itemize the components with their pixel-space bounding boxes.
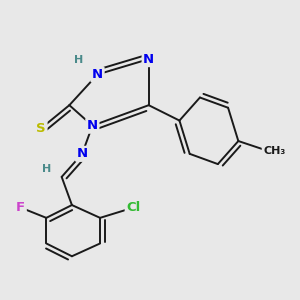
Text: H: H: [74, 56, 83, 65]
Text: CH₃: CH₃: [263, 146, 285, 156]
Text: H: H: [42, 164, 51, 174]
Text: N: N: [143, 52, 154, 66]
Text: S: S: [36, 122, 46, 135]
Text: N: N: [87, 119, 98, 132]
Text: Cl: Cl: [126, 201, 140, 214]
Text: N: N: [76, 147, 88, 160]
Text: N: N: [92, 68, 103, 81]
Text: F: F: [16, 201, 25, 214]
